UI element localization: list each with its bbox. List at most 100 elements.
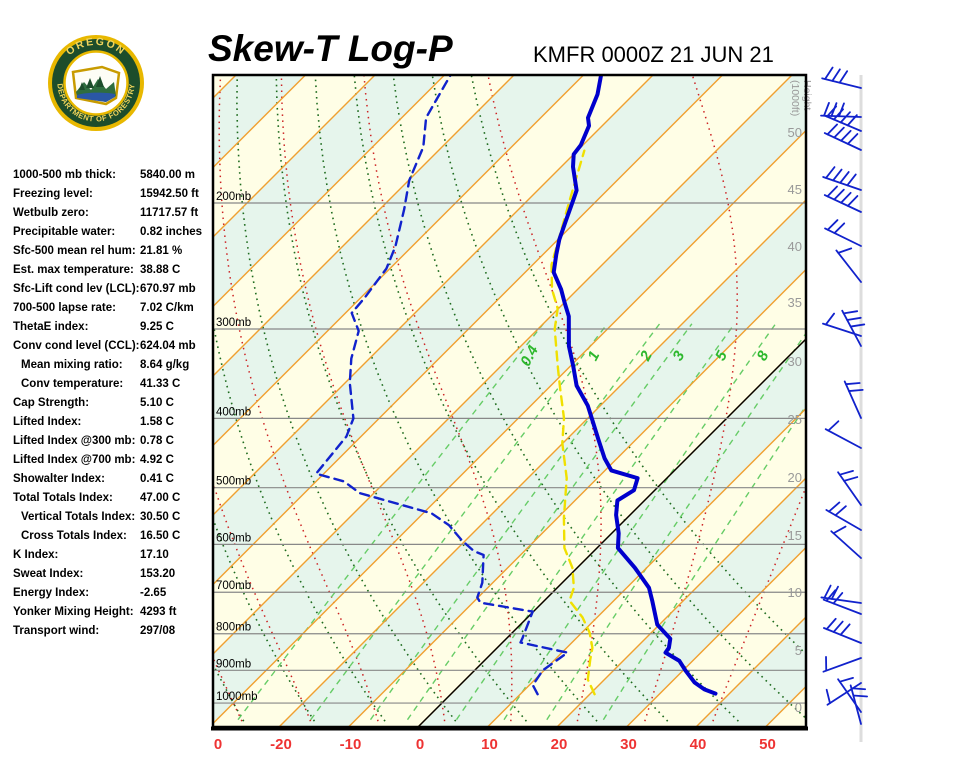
wind-barb-feather — [823, 584, 832, 599]
wind-barb-staff — [843, 380, 862, 419]
index-value: 21.81 % — [140, 245, 183, 257]
wind-barb-feather — [832, 168, 843, 182]
wind-barb-feather — [832, 592, 844, 605]
wind-barb — [822, 589, 862, 615]
wind-barb-staff — [823, 132, 862, 151]
x-axis-tick-label: 20 — [551, 736, 568, 753]
wind-barb-staff — [849, 684, 862, 725]
height-tick-label: 0 — [795, 700, 802, 715]
index-label: Cross Totals Index: — [21, 530, 127, 542]
background-bands-group — [0, 75, 806, 727]
index-row: Yonker Mixing Height: 4293 ft — [13, 604, 208, 623]
moist-adiabat-line — [19, 57, 102, 721]
isotherm-line — [348, 268, 806, 727]
wind-barb — [824, 420, 862, 449]
index-value: 9.25 C — [140, 321, 174, 333]
wind-barb-feather — [842, 310, 859, 315]
index-value: 624.04 mb — [140, 340, 196, 352]
wind-barb-feather — [840, 129, 852, 142]
index-row: Conv cond level (CCL): 624.04 mb — [13, 338, 208, 357]
mixing-ratio-group — [237, 323, 806, 721]
height-tick-label: 40 — [788, 239, 802, 254]
index-value: 5840.00 m — [140, 169, 195, 181]
index-row: Vertical Totals Index: 30.50 C — [13, 509, 208, 528]
height-tick-label: 15 — [788, 528, 802, 543]
isotherm-0C-line — [417, 338, 806, 727]
index-row: 700-500 lapse rate: 7.02 C/km — [13, 300, 208, 319]
isotherm-line — [487, 407, 806, 727]
pressure-label: 700mb — [216, 580, 251, 592]
height-axis-subtitle: (1000ft) — [789, 80, 801, 116]
mixing-ratio-line — [503, 323, 777, 721]
wind-barb-feather — [852, 694, 868, 698]
index-label: ThetaE index: — [13, 321, 89, 333]
pressure-label: 200mb — [216, 191, 251, 203]
wind-barb-feather — [828, 501, 841, 513]
station-datetime: KMFR 0000Z 21 JUN 21 — [533, 42, 774, 67]
wind-barb — [835, 247, 862, 283]
wind-barb-staff — [825, 509, 862, 531]
wind-barb — [837, 470, 862, 506]
wind-barb-staff — [822, 176, 862, 191]
index-row: Showalter Index: 0.41 C — [13, 471, 208, 490]
mixing-ratio-line — [310, 323, 608, 721]
height-tick-label: 10 — [788, 585, 802, 600]
wind-barb-staff — [826, 682, 862, 706]
height-tick-label: 30 — [788, 354, 802, 369]
wind-barb-feather — [826, 123, 838, 136]
wind-barb-feather — [846, 173, 857, 187]
isotherm-line — [213, 75, 445, 308]
wind-barb-staff — [823, 194, 862, 213]
wind-barb-feather — [846, 195, 859, 207]
index-label: K Index: — [13, 549, 59, 561]
wind-barb — [823, 123, 862, 151]
temperature-band — [0, 75, 167, 727]
index-row: Precipitable water: 0.82 inches — [13, 224, 208, 243]
wind-barb — [821, 66, 862, 89]
index-row: Transport wind: 297/08 — [13, 623, 208, 642]
wind-barb-staff — [823, 627, 862, 644]
wind-barb — [824, 219, 862, 247]
indices-panel: 1000-500 mb thick: 5840.00 m Freezing leve… — [13, 167, 208, 642]
wind-barb-feather — [848, 388, 864, 392]
isotherm-line — [213, 75, 793, 655]
wind-barb-feather — [850, 687, 867, 691]
wind-barb-feather — [827, 420, 840, 432]
wind-barb-feather — [838, 470, 854, 476]
isotherm-line — [213, 75, 584, 447]
wind-barb-feather — [838, 677, 854, 683]
x-axis-tick-label: -20 — [270, 736, 292, 753]
wind-barb-staff — [823, 114, 862, 132]
moist-adiabat-line — [213, 656, 243, 722]
mixing-ratio-line — [455, 323, 736, 721]
index-label: Lifted Index: — [13, 416, 82, 428]
pressure-label: 800mb — [216, 622, 251, 634]
isotherm-line — [695, 616, 806, 727]
wind-barb-staff — [841, 309, 862, 347]
index-label: Sweat Index: — [13, 568, 84, 580]
index-row: Cross Totals Index: 16.50 C — [13, 528, 208, 547]
pressure-label: 600mb — [216, 532, 251, 544]
wind-barb-feather — [846, 114, 858, 127]
index-label: Yonker Mixing Height: — [13, 606, 134, 618]
x-axis-tick-label: 50 — [759, 736, 776, 753]
index-label: 1000-500 mb thick: — [13, 169, 116, 181]
isotherm-line — [213, 129, 806, 725]
profiles-group — [314, 75, 718, 696]
index-value: 17.10 — [140, 549, 169, 561]
wind-barb — [825, 682, 862, 706]
index-label: Cap Strength: — [13, 397, 90, 409]
dry-adiabat-line — [65, 69, 173, 721]
index-row: Total Totals Index: 47.00 C — [13, 490, 208, 509]
index-label: Sfc-Lift cond lev (LCL): — [13, 283, 140, 295]
index-row: ThetaE index: 9.25 C — [13, 319, 208, 338]
mixing-ratio-line — [546, 332, 806, 721]
wind-barb-feather — [826, 219, 839, 231]
x-axis-tick-label: 30 — [620, 736, 637, 753]
height-tick-label: 50 — [788, 125, 802, 140]
dewpoint-profile — [314, 75, 569, 696]
index-value: 297/08 — [140, 625, 176, 637]
index-label: Wetbulb zero: — [13, 207, 89, 219]
wind-barb-feather — [832, 525, 847, 535]
index-row: Energy Index: -2.65 — [13, 585, 208, 604]
